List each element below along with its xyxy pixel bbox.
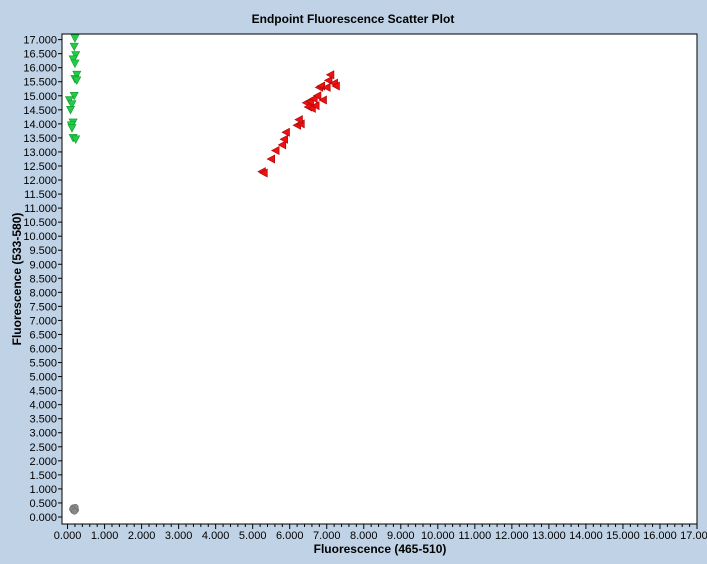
x-tick-label: 0.000 [54,530,82,542]
y-tick-label: 15.000 [23,91,57,103]
x-tick-label: 17.000 [680,530,707,542]
data-point-series-0 [71,51,81,60]
y-tick-label: 0.000 [29,512,57,524]
data-point-series-0 [72,70,82,80]
data-markers [64,34,340,515]
y-tick-label: 5.500 [29,358,57,370]
x-tick-label: 16.000 [643,530,677,542]
x-tick-label: 15.000 [606,530,640,542]
data-point-series-1 [312,91,322,101]
data-point-series-0 [69,42,79,52]
data-point-series-1 [310,101,320,111]
y-tick-label: 4.000 [29,400,57,412]
y-tick-label: 16.500 [23,49,57,61]
y-axis-label: Fluorescence (533-580) [10,213,24,346]
x-tick-label: 1.000 [91,530,119,542]
data-point-series-0 [66,106,76,115]
y-tick-label: 1.500 [29,470,57,482]
y-tick-label: 16.000 [23,63,57,75]
x-tick-label: 3.000 [165,530,193,542]
y-tick-label: 14.000 [23,119,57,131]
y-tick-label: 7.500 [29,301,57,313]
plot-area [61,33,698,525]
x-tick-label: 6.000 [276,530,304,542]
y-tick-label: 8.500 [29,273,57,285]
y-tick-label: 12.500 [23,161,57,173]
x-tick-label: 5.000 [239,530,267,542]
data-point-series-1 [322,82,331,92]
data-point-series-0 [68,55,78,64]
y-tick-label: 0.500 [29,498,57,510]
x-tick-label: 13.000 [532,530,566,542]
y-tick-label: 3.500 [29,414,57,426]
chart-title: Endpoint Fluorescence Scatter Plot [252,12,455,26]
data-point-series-1 [277,140,287,150]
x-tick-label: 7.000 [313,530,341,542]
data-point-series-1 [331,81,340,91]
y-tick-label: 9.500 [29,245,57,257]
y-tick-label: 9.000 [29,259,57,271]
y-tick-label: 7.000 [29,315,57,327]
y-tick-label: 13.000 [23,147,57,159]
data-point-series-0 [64,96,74,105]
data-point-series-1 [316,81,325,91]
data-point-series-1 [281,127,290,137]
x-tick-label: 11.000 [458,530,491,542]
y-tick-label: 5.000 [29,372,57,384]
data-point-series-0 [67,124,77,133]
x-tick-label: 10.000 [421,530,455,542]
y-tick-label: 15.500 [23,77,57,89]
x-tick-label: 4.000 [202,530,230,542]
data-point-series-1 [294,115,303,125]
data-point-series-1 [279,134,288,144]
y-tick-label: 4.500 [29,386,57,398]
data-point-series-0 [72,76,82,85]
y-tick-label: 10.000 [23,231,57,243]
data-point-series-1 [318,95,327,105]
y-tick-label: 2.500 [29,442,57,454]
data-point-series-0 [70,34,80,43]
x-tick-label: 14.000 [569,530,603,542]
y-tick-label: 11.500 [24,189,57,201]
data-point-series-1 [323,75,333,85]
y-tick-label: 12.000 [23,175,57,187]
data-point-series-0 [69,91,79,101]
y-tick-label: 10.500 [23,217,57,229]
data-point-series-2 [71,508,78,515]
data-point-series-0 [71,135,81,144]
data-point-series-1 [266,154,275,164]
y-axis: 0.000 0.500 1.000 1.500 2.000 2.500 3.000 3.500… [23,35,62,524]
y-tick-label: 14.500 [23,105,57,117]
data-point-series-0 [67,100,77,109]
y-tick-label: 3.000 [29,428,57,440]
y-tick-label: 17.000 [23,35,57,47]
x-axis: 0.000 1.000 2.000 3.000 4.000 5.000 6.000 7.000… [54,524,707,542]
data-point-series-1 [259,168,268,178]
y-tick-label: 1.000 [29,484,57,496]
data-point-series-1 [271,146,280,156]
data-point-series-0 [70,59,80,69]
y-tick-label: 2.000 [29,456,57,468]
x-tick-label: 2.000 [128,530,156,542]
x-tick-label: 8.000 [350,530,378,542]
y-tick-label: 13.500 [23,133,57,145]
y-tick-label: 11.000 [24,203,57,215]
y-tick-label: 6.500 [29,329,57,341]
data-point-series-1 [325,70,335,80]
y-tick-label: 8.000 [29,287,57,299]
y-tick-label: 6.000 [29,343,57,355]
x-tick-label: 12.000 [495,530,529,542]
x-axis-label: Fluorescence (465-510) [314,542,447,556]
x-tick-label: 9.000 [387,530,415,542]
